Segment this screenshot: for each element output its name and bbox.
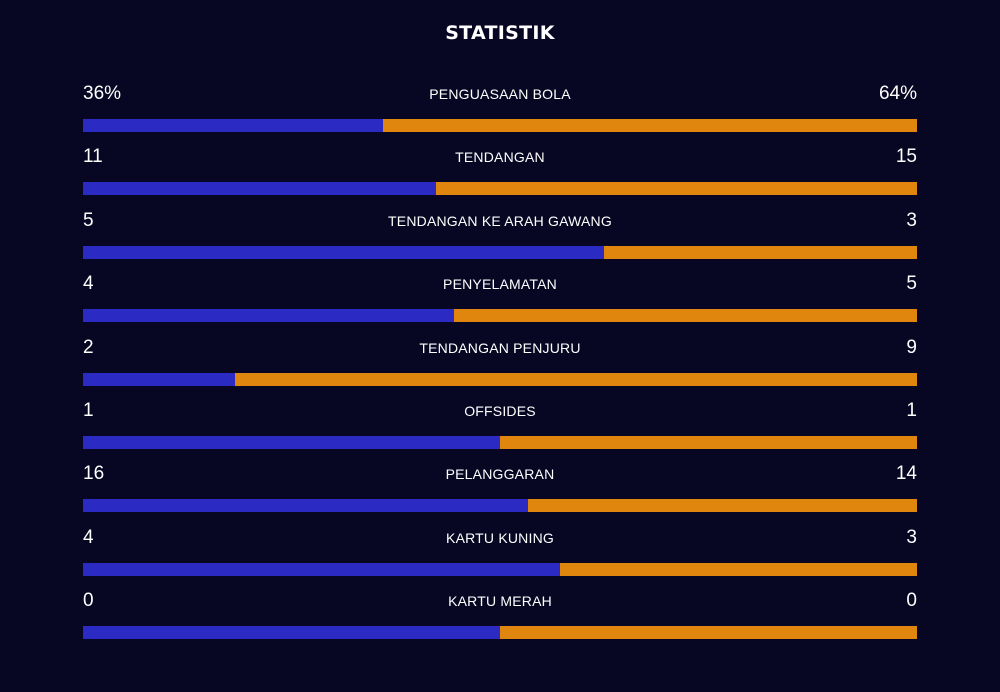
- away-bar-segment: [453, 309, 917, 323]
- stat-bar: [83, 182, 917, 196]
- stat-row-fouls: 16 PELANGGARAN 14: [83, 460, 917, 523]
- away-value: 3: [906, 526, 917, 548]
- stat-row-possession: 36% PENGUASAAN BOLA 64%: [83, 80, 917, 143]
- stat-label: TENDANGAN PENJURU: [419, 339, 581, 356]
- stat-label: PENYELAMATAN: [443, 276, 557, 293]
- stat-row-saves: 4 PENYELAMATAN 5: [83, 270, 917, 333]
- away-bar-segment: [500, 626, 917, 640]
- stat-label: PENGUASAAN BOLA: [429, 86, 571, 102]
- away-value: 9: [906, 336, 917, 358]
- away-bar-segment: [527, 499, 917, 513]
- away-value: 3: [906, 209, 917, 231]
- stat-bar: [83, 626, 917, 640]
- stat-bar: [83, 562, 917, 576]
- home-bar-segment: [83, 499, 528, 513]
- home-value: 16: [83, 463, 105, 485]
- stat-label: TENDANGAN: [455, 149, 545, 166]
- away-value: 14: [895, 463, 917, 485]
- stats-title: STATISTIK: [445, 22, 555, 44]
- stat-bar: [83, 245, 917, 259]
- away-value: 0: [906, 590, 917, 612]
- stat-label: PELANGGARAN: [445, 466, 555, 483]
- away-bar-segment: [435, 182, 917, 196]
- stat-label: KARTU MERAH: [448, 593, 552, 610]
- away-value: 1: [906, 399, 917, 421]
- away-value: 15: [895, 146, 917, 168]
- away-bar-segment: [383, 119, 917, 132]
- stat-bar: [83, 435, 917, 449]
- stat-row-yellow-cards: 4 KARTU KUNING 3: [83, 524, 917, 587]
- stat-row-red-cards: 0 KARTU MERAH 0: [83, 587, 917, 650]
- home-value: 0: [83, 590, 94, 612]
- stat-row-shots: 11 TENDANGAN 15: [83, 143, 917, 206]
- home-bar-segment: [83, 309, 454, 323]
- away-value: 64%: [878, 83, 917, 104]
- home-bar-segment: [83, 626, 500, 640]
- home-value: 4: [83, 526, 94, 548]
- home-bar-segment: [83, 119, 384, 132]
- home-value: 4: [83, 273, 94, 295]
- away-value: 5: [906, 273, 917, 295]
- away-bar-segment: [604, 245, 917, 259]
- home-bar-segment: [83, 182, 436, 196]
- home-bar-segment: [83, 562, 560, 576]
- home-value: 5: [83, 209, 94, 231]
- stat-bar: [83, 372, 917, 386]
- away-bar-segment: [234, 372, 917, 386]
- stat-label: KARTU KUNING: [446, 529, 554, 546]
- stats-list: 36% PENGUASAAN BOLA 64% 11 TENDANGAN 1 5 …: [83, 80, 917, 651]
- away-bar-segment: [500, 435, 917, 449]
- home-value: 1: [83, 399, 94, 421]
- home-bar-segment: [83, 372, 235, 386]
- home-bar-segment: [83, 245, 605, 259]
- stat-label: TENDANGAN KE ARAH GAWANG: [388, 212, 612, 229]
- home-value: 11: [83, 146, 103, 168]
- home-value: 2: [83, 336, 94, 358]
- stat-row-corners: 2 TENDANGAN PENJURU 9: [83, 334, 917, 397]
- stat-bar: [83, 499, 917, 513]
- stat-row-shots-on-target: 5 TENDANGAN KE ARAH GAWANG 3: [83, 207, 917, 270]
- stat-bar: [83, 119, 917, 132]
- stat-row-offsides: 1 OFFSIDES 1: [83, 397, 917, 460]
- home-bar-segment: [83, 435, 500, 449]
- stat-bar: [83, 309, 917, 323]
- away-bar-segment: [559, 562, 917, 576]
- stat-label: OFFSIDES: [464, 402, 536, 419]
- home-value: 36%: [83, 83, 122, 104]
